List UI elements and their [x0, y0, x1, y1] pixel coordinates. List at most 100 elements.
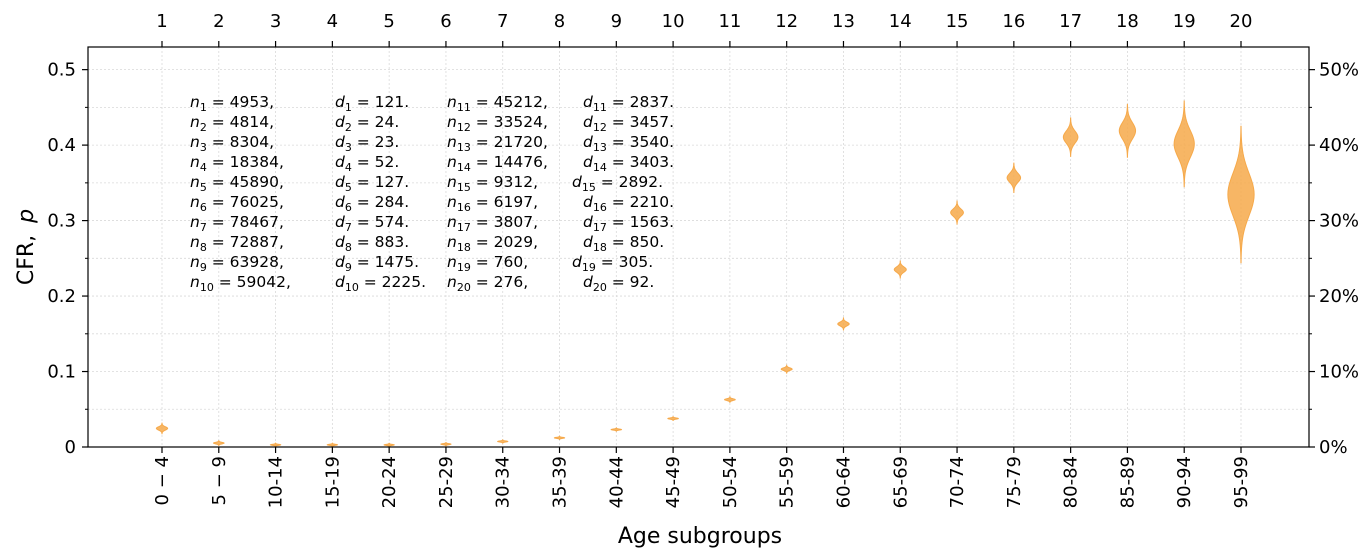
top-tick-label: 12 — [775, 11, 798, 32]
x-tick-label: 65-69 — [890, 456, 911, 508]
violin-16 — [1006, 162, 1022, 194]
y-tick-label: 0.4 — [47, 135, 76, 156]
y-tick-label: 0 — [65, 437, 76, 458]
top-tick-label: 2 — [213, 11, 224, 32]
annotation-n: n9 = 63928, — [190, 253, 284, 274]
x-tick-label: 10-14 — [266, 456, 287, 508]
x-tick-label: 70-74 — [947, 456, 968, 508]
violin-1 — [155, 422, 169, 435]
grid-lines — [88, 47, 1309, 447]
plot-frame — [87, 46, 1310, 448]
violin-11 — [724, 396, 736, 403]
top-tick-label: 11 — [718, 11, 741, 32]
y-tick-label: 0.5 — [47, 60, 76, 81]
annotation-n: n3 = 8304, — [190, 133, 274, 154]
annotation-d: d18 = 850. — [583, 233, 664, 254]
annotation-n: n7 = 78467, — [190, 213, 284, 234]
x-tick-label: 40-44 — [606, 456, 627, 508]
violin-12 — [780, 364, 793, 374]
top-tick-label: 3 — [270, 11, 281, 32]
top-tick-label: 5 — [383, 11, 394, 32]
annotation-d: d8 = 883. — [335, 233, 409, 254]
top-tick-label: 13 — [832, 11, 855, 32]
x-axis-label: Age subgroups — [618, 524, 782, 548]
annotation-d: d5 = 127. — [335, 173, 409, 194]
y2-tick-label: 10% — [1319, 362, 1359, 383]
x-tick-label: 0 − 4 — [152, 456, 173, 505]
top-tick-label: 15 — [946, 11, 969, 32]
annotation-n: n20 = 276, — [447, 273, 528, 294]
top-tick-label: 14 — [889, 11, 912, 32]
violin-17 — [1062, 117, 1079, 157]
violin-9 — [610, 427, 623, 432]
top-tick-label: 7 — [497, 11, 508, 32]
x-tick-label: 95-99 — [1231, 456, 1252, 508]
annotation-n: n2 = 4814, — [190, 113, 274, 134]
top-tick-label: 19 — [1173, 11, 1196, 32]
violin-13 — [837, 317, 850, 331]
y-tick-label: 0.3 — [47, 211, 76, 232]
top-tick-label: 20 — [1230, 11, 1253, 32]
top-tick-label: 16 — [1002, 11, 1025, 32]
top-tick-label: 1 — [156, 11, 167, 32]
annotation-n: n19 = 760, — [447, 253, 528, 274]
annotation-n: n13 = 21720, — [447, 133, 548, 154]
annotation-d: d16 = 2210. — [583, 193, 674, 214]
x-tick-label: 25-29 — [436, 456, 457, 508]
violin-20 — [1227, 125, 1255, 264]
top-tick-label: 6 — [440, 11, 451, 32]
x-tick-label: 85-89 — [1117, 456, 1138, 508]
y2-tick-label: 50% — [1319, 60, 1359, 81]
annotation-d: d19 = 305. — [572, 253, 653, 274]
annotation-n: n11 = 45212, — [447, 93, 548, 114]
x-tick-label: 60-64 — [833, 456, 854, 508]
top-tick-label: 17 — [1059, 11, 1082, 32]
y2-tick-label: 0% — [1319, 437, 1348, 458]
violin-7 — [497, 439, 509, 444]
violin-3 — [269, 442, 282, 447]
annotation-d: d11 = 2837. — [583, 93, 674, 114]
x-tick-label: 35-39 — [550, 456, 571, 508]
x-tick-label: 55-59 — [777, 456, 798, 508]
axis-ticks: 0 0.1 0.2 0.3 0.4 0.5 0% 10% 20% 30% 40% 50% 1 0 − 4 2… — [47, 11, 1359, 508]
annotation-d: d7 = 574. — [335, 213, 409, 234]
x-tick-label: 20-24 — [379, 456, 400, 508]
x-tick-label: 75-79 — [1004, 456, 1025, 508]
annotation-d: d1 = 121. — [335, 93, 409, 114]
violin-18 — [1118, 103, 1137, 158]
x-tick-label: 15-19 — [322, 456, 343, 508]
annotation-n: n18 = 2029, — [447, 233, 538, 254]
annotation-n: n10 = 59042, — [190, 273, 291, 294]
y2-tick-label: 40% — [1319, 135, 1359, 156]
violin-10 — [667, 416, 679, 421]
annotation-n: n5 = 45890, — [190, 173, 284, 194]
x-tick-label: 45-49 — [663, 456, 684, 508]
annotation-d: d2 = 24. — [335, 113, 399, 134]
annotation-n: n16 = 6197, — [447, 193, 538, 214]
annotation-n: n6 = 76025, — [190, 193, 284, 214]
x-tick-label: 5 − 9 — [209, 456, 230, 505]
annotation-d: d20 = 92. — [583, 273, 654, 294]
x-tick-label: 80-84 — [1061, 456, 1082, 508]
annotation-d: d4 = 52. — [335, 153, 399, 174]
annotation-d: d9 = 1475. — [335, 253, 419, 274]
annotation-d: d17 = 1563. — [583, 213, 674, 234]
annotation-n: n14 = 14476, — [447, 153, 548, 174]
y-tick-label: 0.1 — [47, 362, 76, 383]
annotation-n: n1 = 4953, — [190, 93, 274, 114]
x-tick-label: 30-34 — [493, 456, 514, 508]
violin-2 — [212, 440, 225, 447]
violin-6 — [440, 442, 452, 447]
annotation-d: d13 = 3540. — [583, 133, 674, 154]
annotation-d: d15 = 2892. — [572, 173, 663, 194]
x-tick-label: 50-54 — [720, 456, 741, 508]
annotation-d: d14 = 3403. — [583, 153, 674, 174]
annotation-d: d3 = 23. — [335, 133, 399, 154]
top-tick-label: 9 — [611, 11, 622, 32]
annotation-d: d12 = 3457. — [583, 113, 674, 134]
violin-series — [155, 100, 1255, 448]
annotation-n: n12 = 33524, — [447, 113, 548, 134]
violin-5 — [383, 442, 395, 448]
top-tick-label: 10 — [662, 11, 685, 32]
y2-tick-label: 20% — [1319, 286, 1359, 307]
